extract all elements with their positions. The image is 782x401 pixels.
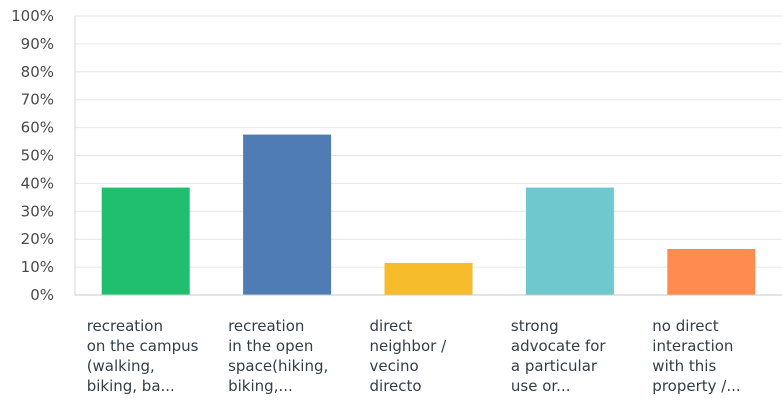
category-label-1: recreation on the campus (walking, bikin… — [86, 317, 199, 395]
y-tick-label-9: 90% — [21, 35, 54, 53]
category-label-4: strong advocate for a particular use or.… — [510, 317, 606, 395]
y-tick-label-2: 20% — [21, 230, 54, 248]
bar-5 — [667, 248, 756, 295]
gridlines — [74, 15, 782, 295]
y-tick-label-0: 0% — [30, 286, 54, 304]
bars — [101, 134, 756, 295]
category-label-2: recreation in the open space(hiking, bik… — [228, 317, 329, 395]
y-tick-label-6: 60% — [21, 119, 54, 137]
y-tick-label-4: 40% — [21, 174, 54, 192]
y-tick-label-8: 80% — [21, 63, 54, 81]
y-tick-label-5: 50% — [21, 147, 54, 165]
y-tick-label-3: 30% — [21, 202, 54, 220]
y-axis: 0% 10% 20% 30% 40% 50% 60% 70% 80% 90% 100% — [11, 7, 54, 304]
category-label-5: no direct interaction with this property… — [652, 317, 741, 395]
y-tick-label-7: 70% — [21, 91, 54, 109]
category-label-3: direct neighbor / vecino directo — [369, 317, 447, 395]
bar-4 — [525, 187, 614, 295]
y-tick-label-1: 10% — [21, 258, 54, 276]
bar-1 — [101, 187, 190, 295]
y-tick-label-10: 100% — [11, 7, 54, 25]
bar-3 — [384, 262, 473, 295]
bar-2 — [243, 134, 332, 295]
